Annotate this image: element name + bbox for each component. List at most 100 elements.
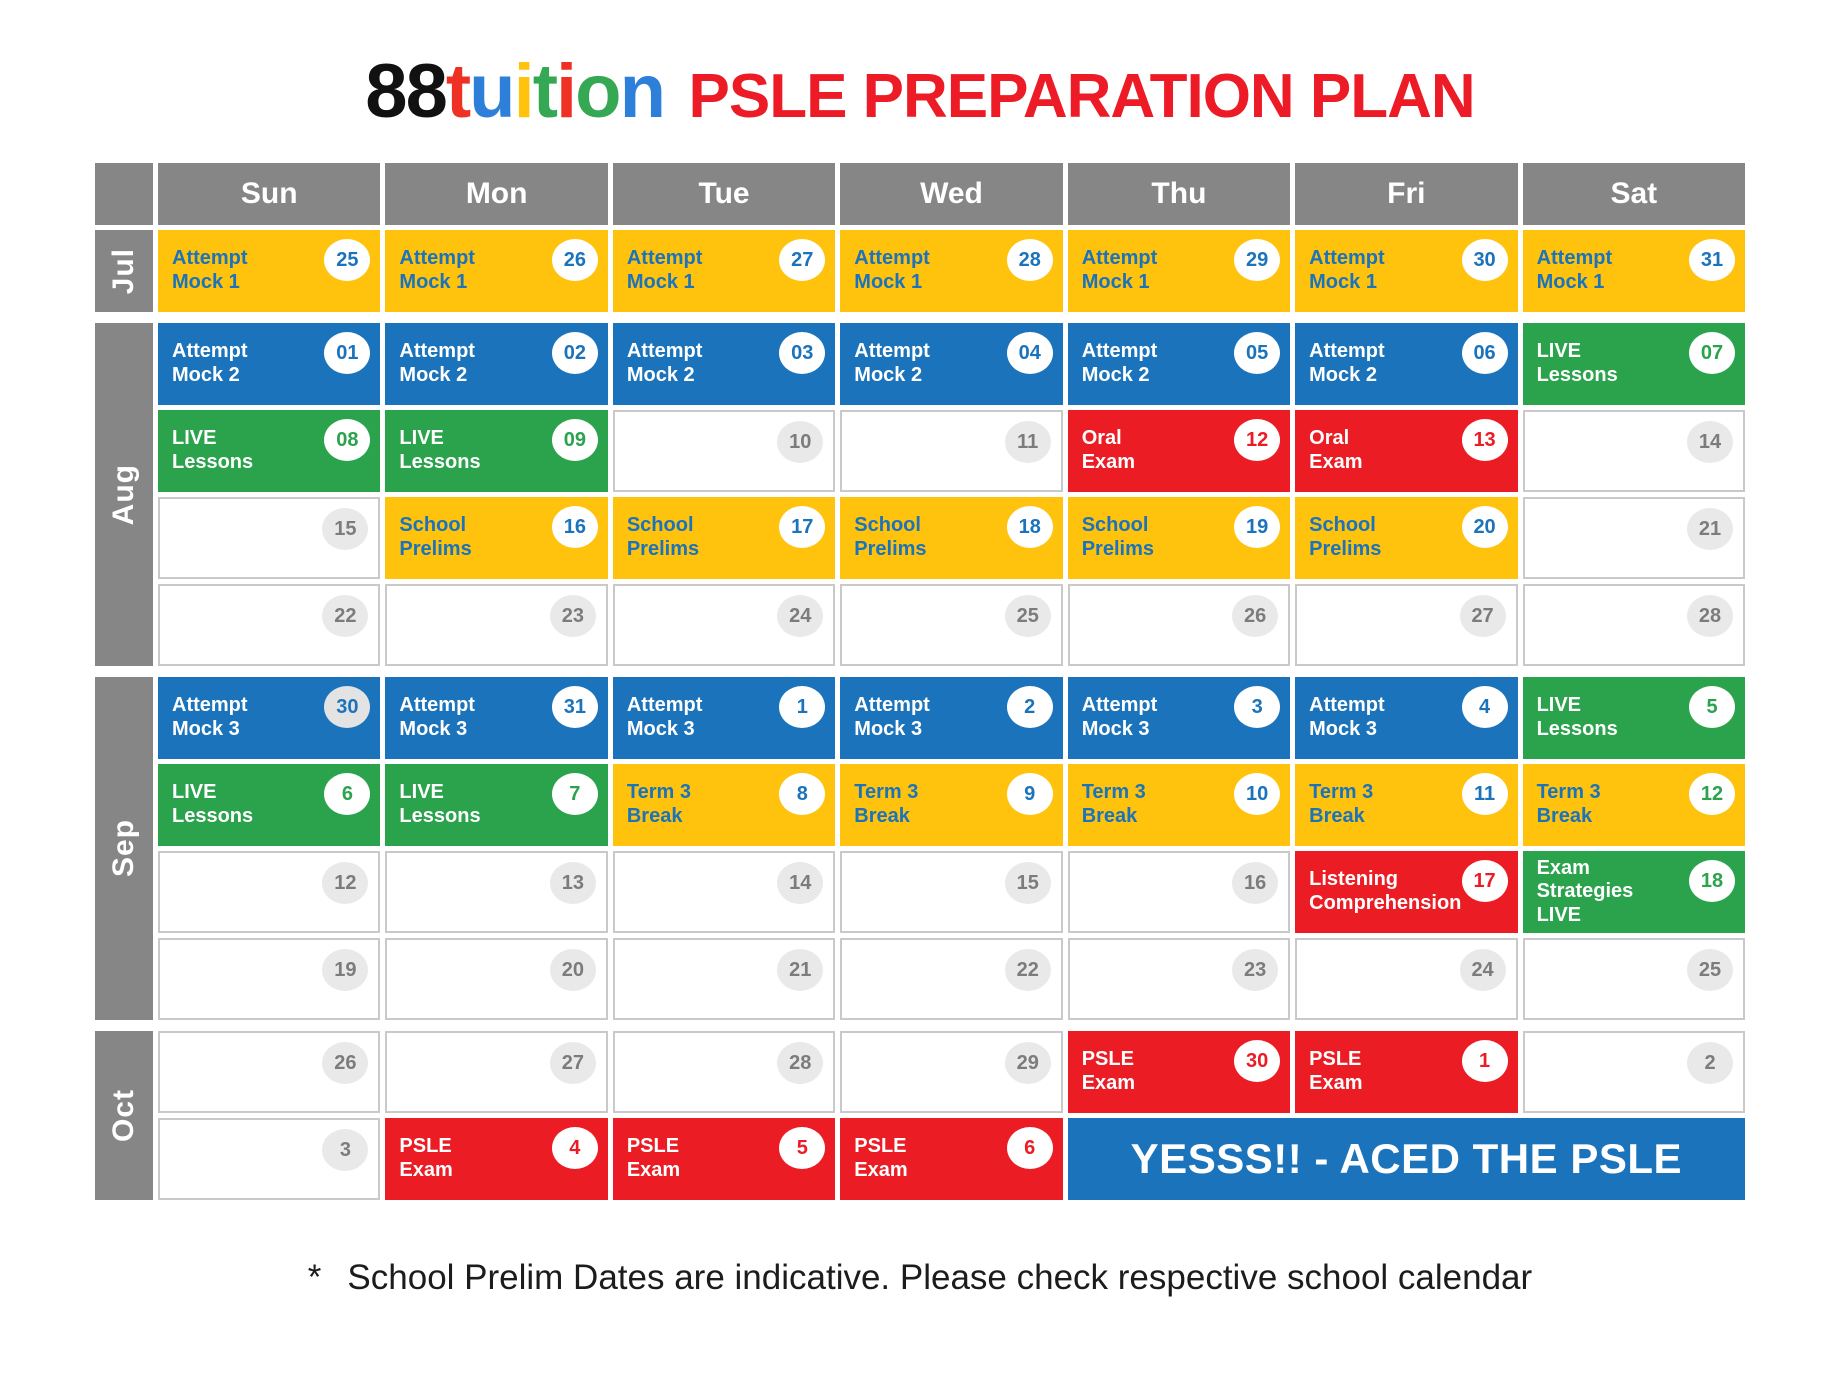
day-number-badge: 12: [1234, 419, 1281, 461]
calendar-cell-event: Attempt Mock 3 4: [1295, 677, 1518, 759]
calendar-cell-event: Attempt Mock 3 2: [840, 677, 1063, 759]
calendar-cell-empty: 14: [612, 851, 836, 933]
calendar-cell-event: Attempt Mock 2 06: [1295, 323, 1518, 405]
calendar: Sun Mon Tue Wed Thu Fri Sat Jul Attempt Mock 1 2…: [95, 163, 1745, 1200]
calendar-cell-event: School Prelims 20: [1295, 497, 1518, 579]
calendar-cell-event: LIVE Lessons 6: [158, 764, 381, 846]
calendar-cell-empty: 19: [158, 938, 381, 1020]
calendar-cell-event: PSLE Exam 1: [1295, 1031, 1518, 1113]
brand-letter: o: [575, 49, 621, 134]
calendar-cell-empty: 28: [612, 1031, 836, 1113]
calendar-cell-empty: 16: [1067, 851, 1291, 933]
event-label: PSLE Exam: [399, 1135, 453, 1181]
day-number-badge: 26: [551, 239, 598, 281]
calendar-cell-empty: 25: [840, 584, 1063, 666]
day-number-badge: 1: [779, 686, 826, 728]
day-number-badge: 5: [779, 1127, 826, 1169]
day-number-badge: 27: [1459, 595, 1506, 637]
event-label: Attempt Mock 3: [626, 694, 703, 740]
event-label: Term 3 Break: [1081, 781, 1146, 827]
calendar-cell-empty: 22: [158, 584, 381, 666]
day-number-badge: 27: [549, 1042, 596, 1084]
brand-letter: n: [619, 49, 666, 134]
event-label: Attempt Mock 3: [172, 694, 248, 740]
calendar-cell-empty: 3: [158, 1118, 381, 1200]
calendar-cell-empty: 11: [840, 410, 1063, 492]
calendar-cell-empty: 20: [385, 938, 608, 1020]
event-label: LIVE Lessons: [399, 427, 481, 473]
day-number-badge: 21: [1687, 508, 1733, 550]
calendar-cell-event: Attempt Mock 2 01: [158, 323, 381, 405]
event-label: Oral Exam: [1309, 427, 1363, 473]
calendar-cell-empty: 26: [158, 1031, 381, 1113]
footnote: * School Prelim Dates are indicative. Ple…: [0, 1258, 1840, 1298]
day-number-badge: 06: [1461, 332, 1508, 374]
day-number-badge: 6: [1006, 1127, 1053, 1169]
day-number-badge: 26: [1232, 595, 1279, 637]
event-label: Term 3 Break: [1536, 781, 1601, 827]
month-section-oct: Oct 26 27 28 29 PSLE Exam 30 PSLE Exam 1 2 3 PSLE E…: [95, 1031, 1745, 1200]
event-label: Attempt Mock 2: [399, 340, 475, 386]
brand-letter: t: [445, 49, 471, 134]
day-number-badge: 30: [1461, 239, 1508, 281]
calendar-cell-empty: 25: [1522, 938, 1745, 1020]
calendar-cell-event: School Prelims 18: [840, 497, 1063, 579]
footnote-text: School Prelim Dates are indicative. Plea…: [347, 1258, 1533, 1297]
day-number-badge: 04: [1006, 332, 1053, 374]
calendar-cell-event: Attempt Mock 3 3: [1067, 677, 1291, 759]
event-label: Term 3 Break: [1309, 781, 1374, 827]
day-number-badge: 25: [1687, 949, 1733, 991]
event-label: Listening Comprehension: [1309, 868, 1462, 914]
event-label: Term 3 Break: [626, 781, 691, 827]
event-label: LIVE Lessons: [172, 427, 254, 473]
day-number-badge: 1: [1461, 1040, 1508, 1082]
calendar-cell-event: Oral Exam 13: [1295, 410, 1518, 492]
day-number-badge: 16: [1232, 862, 1279, 904]
day-number-badge: 16: [551, 506, 598, 548]
event-label: Attempt Mock 1: [626, 247, 703, 293]
page-title: 88tuition PSLE PREPARATION PLAN: [0, 0, 1840, 135]
day-header-mon: Mon: [385, 163, 608, 225]
calendar-cell-empty: 12: [158, 851, 381, 933]
day-number-badge: 3: [1234, 686, 1281, 728]
month-label-text: Sep: [107, 819, 140, 878]
day-number-badge: 7: [551, 773, 598, 815]
day-number-badge: 11: [1461, 773, 1508, 815]
day-number-badge: 17: [1461, 860, 1508, 902]
calendar-cell-event: Term 3 Break 10: [1067, 764, 1291, 846]
day-number-badge: 4: [551, 1127, 598, 1169]
day-number-badge: 03: [779, 332, 826, 374]
brand-logo: 88tuition: [365, 49, 666, 134]
calendar-cell-empty: 24: [612, 584, 836, 666]
calendar-cell-event: PSLE Exam 5: [612, 1118, 836, 1200]
day-number-badge: 19: [1234, 506, 1281, 548]
day-number-badge: 31: [1689, 239, 1735, 281]
day-number-badge: 20: [549, 949, 596, 991]
day-number-badge: 10: [1234, 773, 1281, 815]
day-header-thu: Thu: [1067, 163, 1291, 225]
day-number-badge: 8: [779, 773, 826, 815]
day-number-badge: 27: [779, 239, 826, 281]
day-number-badge: 23: [1232, 949, 1279, 991]
event-label: Attempt Mock 1: [172, 247, 248, 293]
calendar-cell-event: LIVE Lessons 09: [385, 410, 608, 492]
event-label: Attempt Mock 2: [626, 340, 703, 386]
event-label: Attempt Mock 3: [1309, 694, 1385, 740]
event-label: Attempt Mock 3: [399, 694, 475, 740]
day-number-badge: 21: [777, 949, 824, 991]
event-label: Attempt Mock 3: [854, 694, 930, 740]
day-number-badge: 4: [1461, 686, 1508, 728]
event-label: Term 3 Break: [854, 781, 919, 827]
calendar-cell-empty: 15: [840, 851, 1063, 933]
day-number-badge: 30: [324, 686, 371, 728]
footnote-asterisk: *: [307, 1258, 322, 1297]
event-label: School Prelims: [399, 514, 472, 560]
event-label: Attempt Mock 2: [1081, 340, 1158, 386]
calendar-cell-event: PSLE Exam 30: [1067, 1031, 1291, 1113]
day-number-badge: 01: [324, 332, 371, 374]
month-section-aug: Aug Attempt Mock 2 01 Attempt Mock 2 02 Attem…: [95, 323, 1745, 666]
event-label: PSLE Exam: [626, 1135, 681, 1181]
day-number-badge: 15: [1004, 862, 1051, 904]
brand-letter: t: [532, 49, 558, 134]
event-label: Oral Exam: [1081, 427, 1136, 473]
